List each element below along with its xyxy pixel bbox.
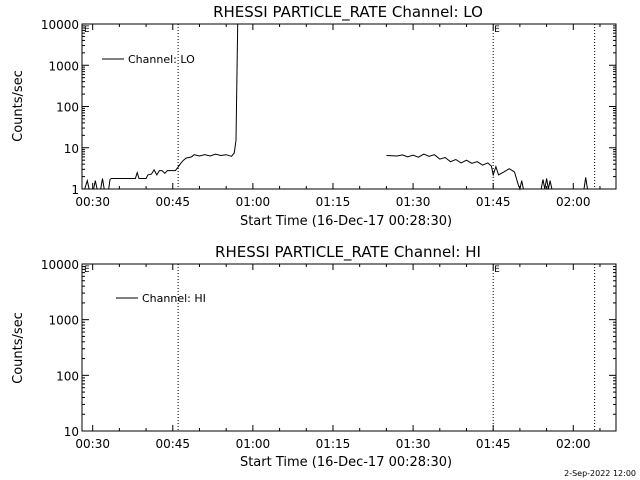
panel-lo-y-tick-label: 100: [56, 101, 79, 115]
panel-lo-series-segment: [540, 178, 553, 190]
panel-hi-x-tick-label: 01:45: [476, 437, 511, 451]
panel-hi-frame: [81, 263, 617, 432]
panel-lo-x-axis-label: Start Time (16-Dec-17 00:28:30): [240, 214, 452, 229]
panel-lo-legend-label: Channel: LO: [128, 53, 195, 66]
panel-lo-x-tick-label: 01:45: [476, 195, 511, 209]
panel-lo-x-tick-label: 02:00: [556, 195, 591, 209]
panel-hi: RHESSI PARTICLE_RATE Channel: HI 00:30 00…: [11, 243, 617, 470]
panel-lo-x-tick-label: 01:30: [396, 195, 431, 209]
panel-hi-x-tick-label: 00:30: [75, 437, 110, 451]
panel-hi-flag-label: E: [84, 265, 90, 275]
panel-lo-legend: Channel: LO: [102, 53, 195, 66]
panel-lo-y-tick-label: 1: [71, 183, 79, 197]
panel-lo-series-segment: [386, 153, 524, 191]
panel-lo-flag-label: E: [84, 25, 90, 35]
panel-hi-legend: Channel: HI: [116, 292, 206, 305]
panel-hi-x-tick-label: 02:00: [556, 437, 591, 451]
panel-lo-x-tick-label: 00:45: [155, 195, 190, 209]
panel-hi-flag-label: E: [494, 265, 500, 275]
generation-timestamp: 2-Sep-2022 12:00: [564, 469, 636, 478]
panel-lo-y-tick-label: 10000: [41, 18, 79, 32]
panel-lo-x-tick-label: 01:15: [316, 195, 351, 209]
panel-lo-y-tick-label: 1000: [48, 59, 79, 73]
panel-lo-y-tick-label: 10: [64, 142, 79, 156]
panel-lo-x-tick-label: 00:30: [75, 195, 110, 209]
panel-hi-legend-label: Channel: HI: [142, 292, 206, 305]
panel-hi-title: RHESSI PARTICLE_RATE Channel: HI: [215, 243, 481, 262]
panel-hi-x-tick-label: 00:45: [155, 437, 190, 451]
panel-hi-x-tick-label: 01:30: [396, 437, 431, 451]
panel-lo-title: RHESSI PARTICLE_RATE Channel: LO: [213, 3, 483, 22]
panel-hi-x-tick-label: 01:00: [236, 437, 271, 451]
panel-hi-y-tick-label: 10000: [41, 258, 79, 272]
panel-lo: RHESSI PARTICLE_RATE Channel: LO 00:30 00…: [11, 3, 617, 229]
panel-lo-flag-label: E: [494, 25, 500, 35]
panel-hi-x-axis-label: Start Time (16-Dec-17 00:28:30): [240, 455, 452, 470]
panel-lo-series-segment: [583, 177, 588, 190]
panel-lo-frame: [81, 23, 617, 190]
panel-lo-series-segment: [84, 23, 239, 190]
panel-hi-y-tick-label: 100: [56, 369, 79, 383]
panel-hi-y-tick-label: 10: [64, 425, 79, 439]
panel-lo-y-axis-label: Counts/sec: [11, 70, 26, 142]
panel-hi-x-tick-label: 01:15: [316, 437, 351, 451]
panel-hi-y-axis-label: Counts/sec: [11, 312, 26, 384]
panel-lo-x-tick-label: 01:00: [236, 195, 271, 209]
panel-hi-y-tick-label: 1000: [48, 314, 79, 328]
